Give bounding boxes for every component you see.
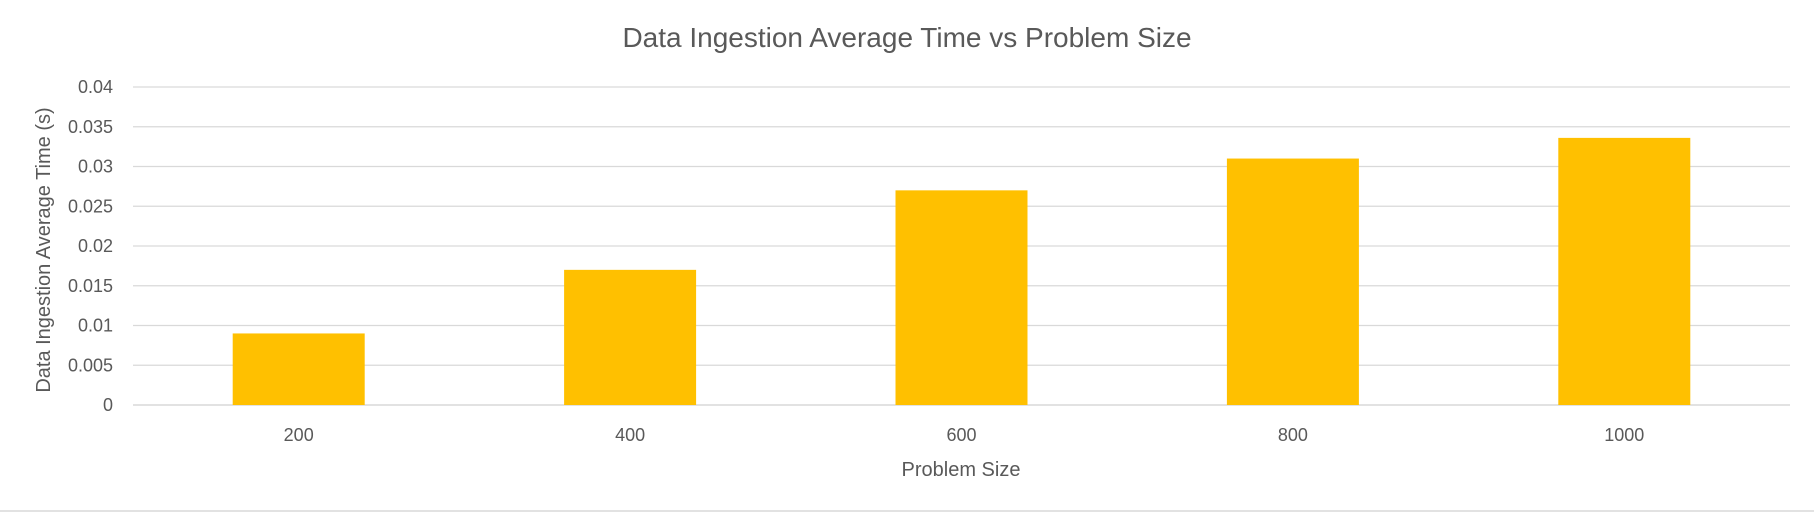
- y-axis-title: Data Ingestion Average Time (s): [33, 107, 55, 392]
- y-tick-label: 0.035: [68, 117, 113, 137]
- y-tick-label: 0.04: [78, 77, 113, 97]
- x-tick-label: 200: [284, 425, 314, 445]
- bar-200: [232, 333, 365, 405]
- x-tick-label: 800: [1278, 425, 1308, 445]
- y-tick-label: 0.03: [78, 157, 113, 177]
- bar-400: [564, 269, 697, 405]
- y-tick-label: 0.005: [68, 355, 113, 375]
- y-tick-label: 0: [103, 395, 113, 415]
- y-tick-labels: 0 0.005 0.01 0.015 0.02 0.025 0.03 0.035 0.04: [68, 77, 113, 415]
- bars: [232, 137, 1691, 405]
- x-tick-label: 400: [615, 425, 645, 445]
- bar-600: [895, 190, 1028, 405]
- y-tick-label: 0.015: [68, 276, 113, 296]
- bar-1000: [1558, 137, 1691, 405]
- chart-title: Data Ingestion Average Time vs Problem S…: [622, 22, 1191, 53]
- y-tick-label: 0.01: [78, 316, 113, 336]
- y-tick-label: 0.025: [68, 196, 113, 216]
- x-tick-labels: 200 400 600 800 1000: [284, 425, 1645, 445]
- y-tick-label: 0.02: [78, 236, 113, 256]
- bar-800: [1226, 158, 1359, 405]
- x-tick-label: 1000: [1604, 425, 1644, 445]
- x-axis-title: Problem Size: [902, 459, 1021, 481]
- x-tick-label: 600: [946, 425, 976, 445]
